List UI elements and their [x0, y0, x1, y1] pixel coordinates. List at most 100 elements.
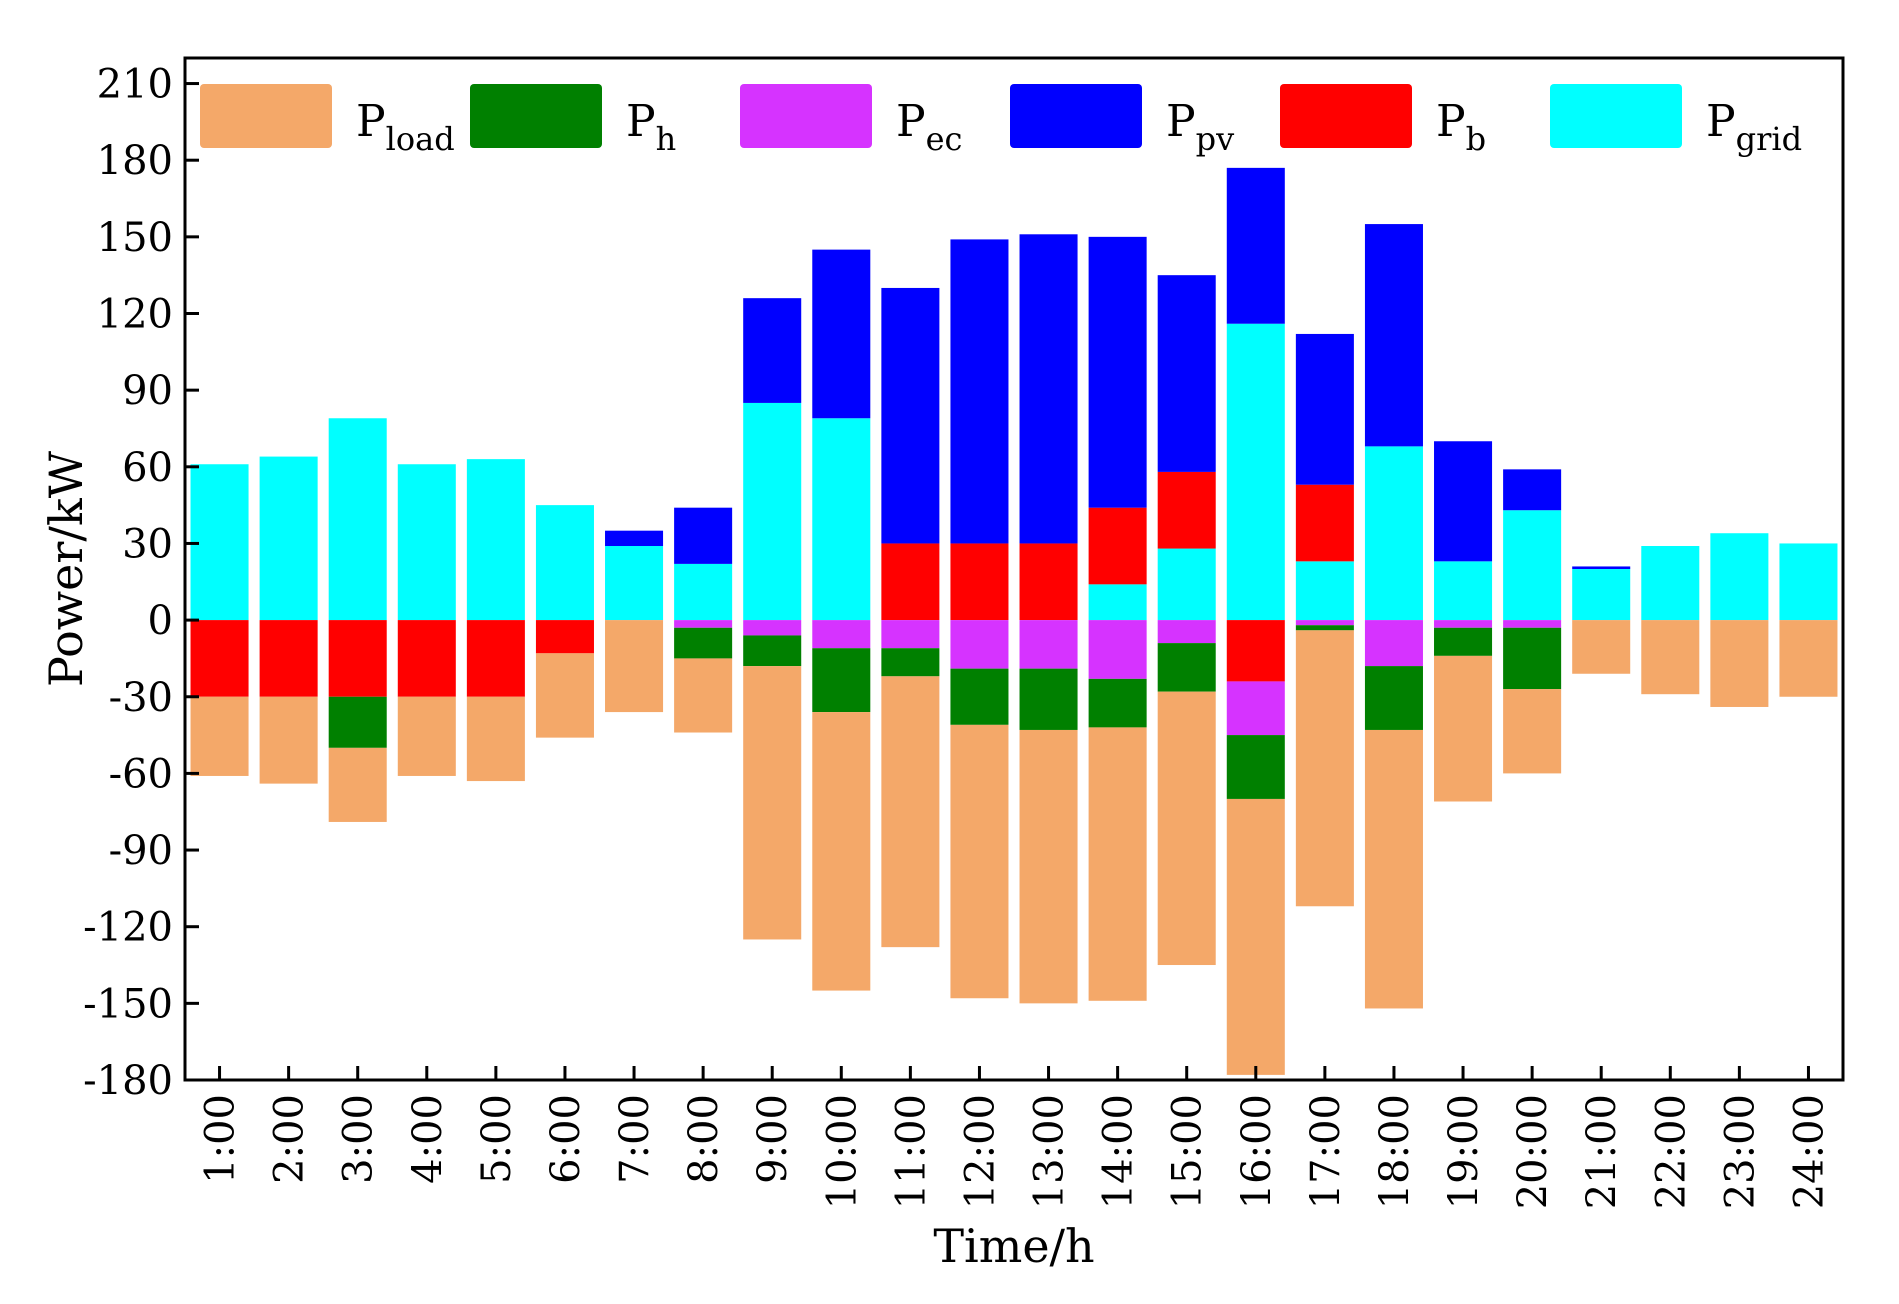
x-tick-label: 21:00 [1579, 1094, 1625, 1209]
x-tick-label: 24:00 [1786, 1094, 1832, 1209]
bar-b-5:00 [466, 620, 525, 697]
bar-b-3:00 [328, 620, 387, 697]
bar-ec-9:00 [743, 620, 802, 636]
x-tick-label: 12:00 [957, 1094, 1003, 1209]
bar-grid-5:00 [466, 459, 525, 621]
bar-pv-16:00 [1226, 167, 1285, 324]
bar-pv-11:00 [881, 287, 940, 544]
legend-item-h: Ph [470, 84, 676, 158]
bar-b-17:00 [1295, 484, 1354, 562]
legend-item-b: Pb [1280, 84, 1486, 158]
bar-ec-14:00 [1088, 620, 1147, 679]
x-tick-label: 6:00 [543, 1094, 589, 1184]
bar-ec-10:00 [812, 620, 871, 649]
bar-load-15:00 [1157, 691, 1216, 966]
legend-item-grid: Pgrid [1550, 84, 1802, 158]
legend-label-b: Pb [1436, 96, 1486, 158]
bar-h-17:00 [1295, 625, 1354, 631]
bar-grid-1:00 [190, 464, 249, 621]
bar-b-11:00 [881, 543, 940, 621]
bar-load-22:00 [1641, 620, 1700, 695]
x-axis-title: Time/h [933, 1219, 1094, 1273]
y-tick-label: -180 [83, 1058, 173, 1104]
bar-grid-8:00 [674, 563, 733, 621]
bar-h-9:00 [743, 635, 802, 667]
bar-pv-7:00 [605, 530, 664, 547]
bar-ec-17:00 [1295, 620, 1354, 626]
bar-h-19:00 [1434, 627, 1493, 656]
bar-grid-9:00 [743, 402, 802, 621]
y-tick-label: -90 [109, 828, 173, 874]
bar-h-14:00 [1088, 678, 1147, 728]
bar-h-16:00 [1226, 735, 1285, 799]
bar-grid-24:00 [1779, 543, 1838, 621]
bar-h-12:00 [950, 668, 1009, 725]
bar-grid-20:00 [1503, 510, 1562, 621]
bar-grid-22:00 [1641, 546, 1700, 621]
y-tick-label: 90 [122, 368, 173, 414]
bar-h-3:00 [328, 696, 387, 748]
bar-pv-14:00 [1088, 236, 1147, 508]
bar-grid-2:00 [259, 456, 318, 621]
y-axis-title: Power/kW [39, 450, 93, 687]
legend-swatch-pv [1010, 84, 1142, 148]
bar-pv-12:00 [950, 239, 1009, 544]
bar-load-12:00 [950, 724, 1009, 999]
bar-grid-21:00 [1572, 569, 1631, 621]
legend-swatch-grid [1550, 84, 1682, 148]
legend-label-main: P [626, 96, 656, 147]
x-tick-label: 19:00 [1441, 1094, 1487, 1209]
bar-h-20:00 [1503, 627, 1562, 690]
bar-load-10:00 [812, 712, 871, 991]
bar-ec-18:00 [1364, 620, 1423, 667]
bar-grid-6:00 [535, 505, 594, 621]
bar-load-1:00 [190, 696, 249, 776]
bar-load-13:00 [1019, 729, 1078, 1004]
plot-frame [183, 56, 1845, 1082]
x-tick-label: 11:00 [888, 1094, 934, 1209]
bar-b-14:00 [1088, 507, 1147, 585]
legend-swatch-b [1280, 84, 1412, 148]
bar-b-4:00 [397, 620, 456, 697]
bar-load-21:00 [1572, 620, 1631, 674]
y-tick-label: -120 [83, 905, 173, 951]
legend-label-main: P [1706, 96, 1736, 147]
bar-grid-10:00 [812, 418, 871, 621]
legend-label-subscript: ec [926, 120, 963, 158]
bar-ec-19:00 [1434, 620, 1493, 628]
bar-pv-13:00 [1019, 234, 1078, 544]
legend-label-main: P [896, 96, 926, 147]
y-tick-label: 180 [97, 138, 173, 184]
bar-pv-8:00 [674, 507, 733, 564]
bar-h-10:00 [812, 648, 871, 713]
bar-pv-9:00 [743, 298, 802, 403]
bar-load-3:00 [328, 747, 387, 822]
bar-load-20:00 [1503, 689, 1562, 774]
bar-load-5:00 [466, 696, 525, 782]
bar-grid-14:00 [1088, 584, 1147, 621]
bar-pv-21:00 [1572, 566, 1631, 569]
bar-grid-16:00 [1226, 323, 1285, 621]
x-tick-label: 3:00 [336, 1094, 382, 1184]
x-tick-label: 10:00 [819, 1094, 865, 1209]
x-axis: 1:00 2:00 3:00 4:00 5:00 6:00 7:00 8:00 9:00 10:0… [198, 1066, 1832, 1209]
bar-ec-16:00 [1226, 681, 1285, 736]
bar-load-11:00 [881, 676, 940, 948]
bar-load-24:00 [1779, 620, 1838, 697]
bar-pv-19:00 [1434, 441, 1493, 562]
legend-label-subscript: pv [1196, 120, 1235, 158]
bar-h-11:00 [881, 648, 940, 677]
x-tick-label: 7:00 [612, 1094, 658, 1184]
y-tick-label: 120 [97, 292, 173, 338]
legend-item-pv: Ppv [1010, 84, 1234, 158]
legend-label-h: Ph [626, 96, 676, 158]
bar-load-9:00 [743, 666, 802, 940]
bar-pv-17:00 [1295, 333, 1354, 485]
x-tick-label: 4:00 [405, 1094, 451, 1184]
bar-b-6:00 [535, 620, 594, 654]
legend-label-subscript: grid [1736, 120, 1803, 158]
bar-load-18:00 [1364, 729, 1423, 1009]
x-tick-label: 1:00 [198, 1094, 244, 1184]
bar-grid-4:00 [397, 464, 456, 621]
x-tick-label: 15:00 [1165, 1094, 1211, 1209]
